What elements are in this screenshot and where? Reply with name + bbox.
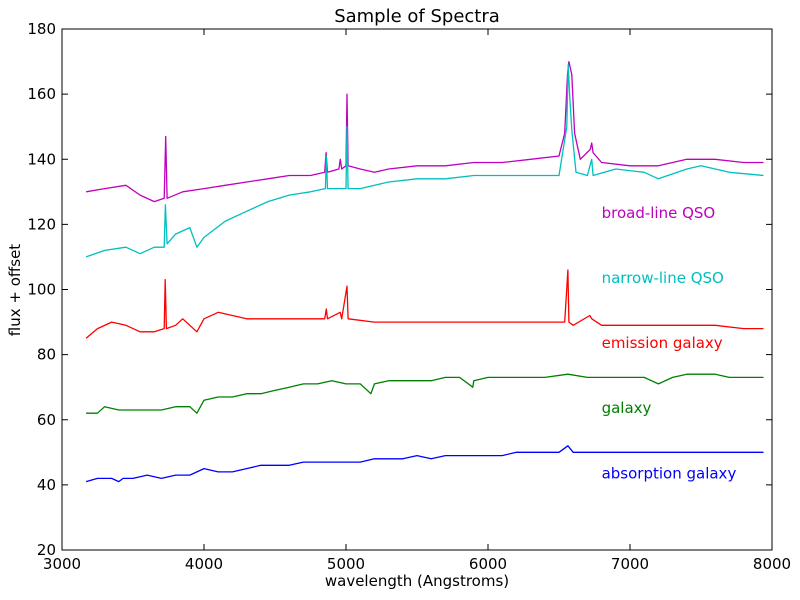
- series-label: narrow-line QSO: [602, 269, 724, 287]
- y-tick-label: 180: [27, 20, 56, 38]
- x-tick-label: 6000: [469, 555, 507, 573]
- axis-ticks: 3000 4000 5000 6000 7000 8000 20 40 60 80 100 120 14…: [27, 20, 791, 573]
- series-line-absorption-galaxy: [85, 445, 764, 483]
- y-tick-label: 60: [37, 411, 56, 429]
- plot-frame: [61, 28, 773, 551]
- y-tick-label: 80: [37, 346, 56, 364]
- y-tick-label: 120: [27, 215, 56, 233]
- y-tick-label: 160: [27, 85, 56, 103]
- y-axis-label: flux + offset: [6, 244, 24, 336]
- series-labels: broad-line QSO narrow-line QSO emission ga…: [602, 204, 737, 482]
- x-axis-label: wavelength (Angstroms): [325, 572, 509, 590]
- series-line-narrow-line-QSO: [85, 64, 764, 258]
- x-tick-label: 3000: [43, 555, 81, 573]
- y-tick-label: 40: [37, 476, 56, 494]
- y-tick-label: 20: [37, 541, 56, 559]
- series-layer: [85, 60, 764, 483]
- series-line-galaxy: [86, 373, 764, 414]
- series-line-emission-galaxy: [85, 269, 764, 339]
- x-tick-label: 8000: [753, 555, 791, 573]
- series-label: absorption galaxy: [602, 464, 737, 482]
- series-label: galaxy: [602, 399, 652, 417]
- x-tick-label: 4000: [185, 555, 223, 573]
- series-label: broad-line QSO: [602, 204, 716, 222]
- chart-title: Sample of Spectra: [334, 6, 500, 27]
- x-tick-label: 5000: [327, 555, 365, 573]
- x-tick-label: 7000: [611, 555, 649, 573]
- y-tick-label: 140: [27, 150, 56, 168]
- y-tick-label: 100: [27, 281, 56, 299]
- series-line-broad-line-QSO: [85, 60, 764, 203]
- series-label: emission galaxy: [602, 334, 723, 352]
